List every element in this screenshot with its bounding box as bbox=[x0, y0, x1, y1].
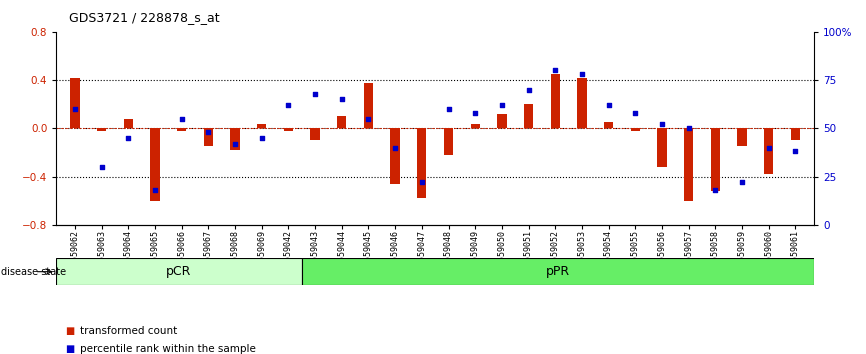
Point bbox=[682, 125, 695, 131]
Point bbox=[308, 91, 322, 96]
Bar bbox=[551, 74, 560, 128]
Bar bbox=[337, 116, 346, 128]
Bar bbox=[257, 124, 267, 128]
Bar bbox=[711, 128, 720, 191]
Point bbox=[94, 164, 108, 170]
Bar bbox=[364, 82, 373, 128]
Text: pPR: pPR bbox=[546, 265, 570, 278]
Point bbox=[495, 102, 509, 108]
Bar bbox=[604, 122, 613, 128]
Bar bbox=[391, 128, 400, 184]
Bar bbox=[630, 128, 640, 131]
Point bbox=[708, 187, 722, 193]
Point bbox=[788, 149, 802, 154]
Point bbox=[629, 110, 643, 116]
Text: ■: ■ bbox=[65, 326, 74, 336]
Bar bbox=[444, 128, 453, 155]
Text: percentile rank within the sample: percentile rank within the sample bbox=[80, 344, 255, 354]
Point bbox=[255, 135, 268, 141]
Bar bbox=[124, 119, 133, 128]
Bar bbox=[230, 128, 240, 150]
Bar bbox=[578, 78, 586, 128]
Bar bbox=[684, 128, 694, 201]
Text: GDS3721 / 228878_s_at: GDS3721 / 228878_s_at bbox=[69, 11, 220, 24]
Point bbox=[148, 187, 162, 193]
Bar bbox=[764, 128, 773, 174]
Text: disease state: disease state bbox=[1, 267, 66, 277]
Point bbox=[228, 141, 242, 147]
Bar bbox=[70, 78, 80, 128]
Text: pCR: pCR bbox=[166, 265, 191, 278]
Bar bbox=[657, 128, 667, 167]
Point bbox=[602, 102, 616, 108]
Bar bbox=[417, 128, 426, 198]
Point bbox=[655, 122, 669, 127]
Bar bbox=[791, 128, 800, 141]
Text: transformed count: transformed count bbox=[80, 326, 177, 336]
Point bbox=[548, 68, 562, 73]
Point bbox=[469, 110, 482, 116]
Bar bbox=[97, 128, 107, 131]
Point bbox=[735, 179, 749, 185]
Point bbox=[575, 72, 589, 77]
Point bbox=[335, 97, 349, 102]
Point bbox=[175, 116, 189, 121]
Bar bbox=[737, 128, 746, 147]
Bar bbox=[470, 124, 480, 128]
Bar bbox=[204, 128, 213, 147]
Point bbox=[121, 135, 135, 141]
Point bbox=[442, 106, 456, 112]
Point bbox=[68, 106, 82, 112]
Point bbox=[202, 129, 216, 135]
Point bbox=[415, 179, 429, 185]
Text: ■: ■ bbox=[65, 344, 74, 354]
Point bbox=[388, 145, 402, 150]
Point bbox=[281, 102, 295, 108]
Point bbox=[762, 145, 776, 150]
Point bbox=[521, 87, 535, 93]
Bar bbox=[151, 128, 159, 201]
Bar bbox=[497, 114, 507, 128]
Bar bbox=[284, 128, 293, 131]
Bar bbox=[310, 128, 320, 141]
Bar bbox=[301, 258, 814, 285]
Bar bbox=[524, 104, 533, 128]
Bar bbox=[56, 258, 301, 285]
Bar bbox=[177, 128, 186, 131]
Point bbox=[361, 116, 375, 121]
